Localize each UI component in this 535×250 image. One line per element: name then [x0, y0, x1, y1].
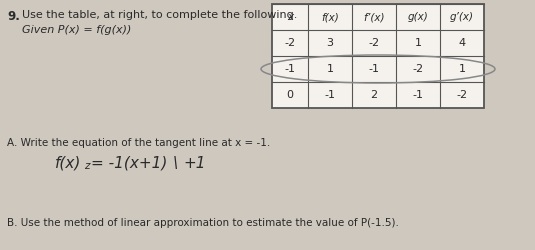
Text: -1: -1 [412, 90, 424, 100]
Text: -1: -1 [369, 64, 379, 74]
Text: 2: 2 [370, 90, 378, 100]
Text: -1: -1 [285, 64, 295, 74]
Text: f(x): f(x) [321, 12, 339, 22]
Text: 9.: 9. [7, 10, 20, 23]
FancyBboxPatch shape [272, 4, 484, 108]
Text: z: z [84, 161, 89, 171]
Text: x: x [287, 12, 293, 22]
Text: 1: 1 [326, 64, 333, 74]
Text: 0: 0 [287, 90, 294, 100]
Text: A. Write the equation of the tangent line at x = -1.: A. Write the equation of the tangent lin… [7, 138, 270, 148]
Text: f(x): f(x) [55, 156, 81, 171]
Text: -2: -2 [412, 64, 424, 74]
Text: -2: -2 [369, 38, 379, 48]
Text: Given P(x) = f(g(x)): Given P(x) = f(g(x)) [22, 25, 132, 35]
Text: B. Use the method of linear approximation to estimate the value of P(-1.5).: B. Use the method of linear approximatio… [7, 218, 399, 228]
Text: -1: -1 [325, 90, 335, 100]
Text: 1: 1 [458, 64, 465, 74]
Text: f’(x): f’(x) [363, 12, 385, 22]
Text: \: \ [173, 156, 178, 171]
Text: Use the table, at right, to complete the following.: Use the table, at right, to complete the… [22, 10, 297, 20]
Text: 1: 1 [415, 38, 422, 48]
Text: = -1(x+1): = -1(x+1) [91, 156, 167, 171]
Text: 3: 3 [326, 38, 333, 48]
Text: +1: +1 [183, 156, 205, 171]
Text: g’(x): g’(x) [450, 12, 474, 22]
Text: g(x): g(x) [408, 12, 429, 22]
Text: 4: 4 [458, 38, 465, 48]
Text: -2: -2 [456, 90, 468, 100]
Text: -2: -2 [285, 38, 295, 48]
